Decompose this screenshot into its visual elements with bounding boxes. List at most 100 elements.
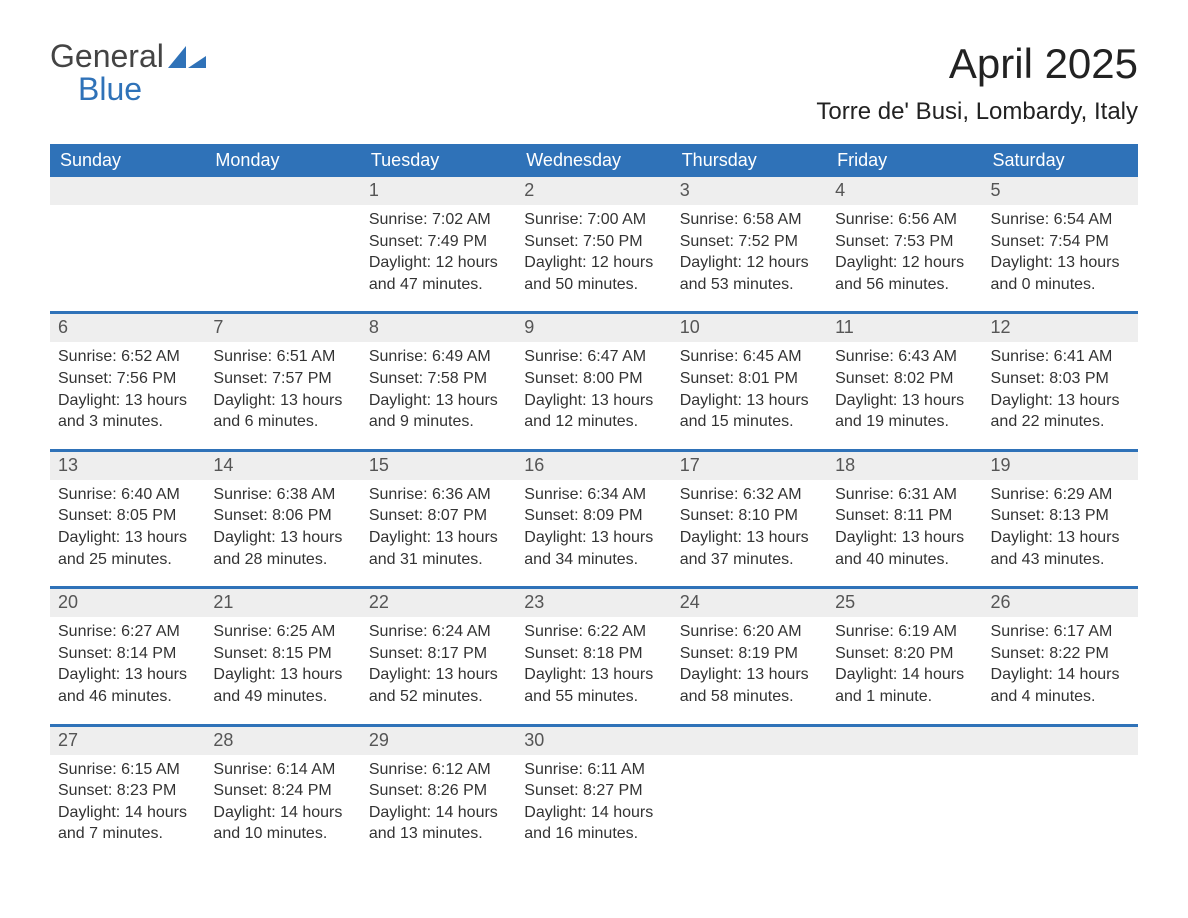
logo: General Blue (50, 40, 208, 105)
sunrise-text: Sunrise: 6:31 AM (835, 484, 974, 506)
sunrise-text: Sunrise: 6:17 AM (991, 621, 1130, 643)
sunrise-text: Sunrise: 6:52 AM (58, 346, 197, 368)
daylight-text: Daylight: 13 hours and 15 minutes. (680, 390, 819, 433)
daylight-text: Daylight: 13 hours and 25 minutes. (58, 527, 197, 570)
sunset-text: Sunset: 7:58 PM (369, 368, 508, 390)
day-number: 30 (516, 727, 671, 755)
day-body: Sunrise: 6:38 AMSunset: 8:06 PMDaylight:… (205, 480, 360, 586)
calendar-day (983, 727, 1138, 861)
calendar-day (205, 177, 360, 311)
sunrise-text: Sunrise: 6:47 AM (524, 346, 663, 368)
day-number: 7 (205, 314, 360, 342)
day-number: 12 (983, 314, 1138, 342)
sunrise-text: Sunrise: 6:19 AM (835, 621, 974, 643)
day-number: 13 (50, 452, 205, 480)
day-number: 16 (516, 452, 671, 480)
day-body: Sunrise: 6:25 AMSunset: 8:15 PMDaylight:… (205, 617, 360, 723)
daylight-text: Daylight: 13 hours and 58 minutes. (680, 664, 819, 707)
sunset-text: Sunset: 8:19 PM (680, 643, 819, 665)
calendar-day: 30Sunrise: 6:11 AMSunset: 8:27 PMDayligh… (516, 727, 671, 861)
sunrise-text: Sunrise: 6:27 AM (58, 621, 197, 643)
sunrise-text: Sunrise: 6:41 AM (991, 346, 1130, 368)
title-block: April 2025 Torre de' Busi, Lombardy, Ita… (816, 40, 1138, 126)
sunset-text: Sunset: 8:27 PM (524, 780, 663, 802)
weekday-header: Wednesday (516, 144, 671, 177)
day-body: Sunrise: 6:56 AMSunset: 7:53 PMDaylight:… (827, 205, 982, 311)
daylight-text: Daylight: 13 hours and 46 minutes. (58, 664, 197, 707)
day-body: Sunrise: 6:15 AMSunset: 8:23 PMDaylight:… (50, 755, 205, 861)
sunset-text: Sunset: 8:18 PM (524, 643, 663, 665)
weekday-header: Saturday (983, 144, 1138, 177)
logo-text-general: General (50, 38, 164, 74)
daylight-text: Daylight: 13 hours and 37 minutes. (680, 527, 819, 570)
calendar-day: 26Sunrise: 6:17 AMSunset: 8:22 PMDayligh… (983, 589, 1138, 723)
day-number: 21 (205, 589, 360, 617)
sunrise-text: Sunrise: 6:56 AM (835, 209, 974, 231)
calendar-day: 3Sunrise: 6:58 AMSunset: 7:52 PMDaylight… (672, 177, 827, 311)
day-number: 24 (672, 589, 827, 617)
day-number: 15 (361, 452, 516, 480)
sunset-text: Sunset: 7:49 PM (369, 231, 508, 253)
calendar-day: 24Sunrise: 6:20 AMSunset: 8:19 PMDayligh… (672, 589, 827, 723)
sunrise-text: Sunrise: 6:29 AM (991, 484, 1130, 506)
day-number: 1 (361, 177, 516, 205)
day-body: Sunrise: 7:00 AMSunset: 7:50 PMDaylight:… (516, 205, 671, 311)
calendar-day: 21Sunrise: 6:25 AMSunset: 8:15 PMDayligh… (205, 589, 360, 723)
calendar-day: 17Sunrise: 6:32 AMSunset: 8:10 PMDayligh… (672, 452, 827, 586)
sunrise-text: Sunrise: 6:49 AM (369, 346, 508, 368)
sunset-text: Sunset: 8:17 PM (369, 643, 508, 665)
day-number: 29 (361, 727, 516, 755)
calendar-day: 13 Sunrise: 6:40 AMSunset: 8:05 PMDayligh… (50, 452, 205, 586)
daylight-text: Daylight: 13 hours and 28 minutes. (213, 527, 352, 570)
day-number: 4 (827, 177, 982, 205)
day-body: Sunrise: 6:34 AMSunset: 8:09 PMDaylight:… (516, 480, 671, 586)
calendar-day: 8Sunrise: 6:49 AMSunset: 7:58 PMDaylight… (361, 314, 516, 448)
calendar-day (50, 177, 205, 311)
sunrise-text: Sunrise: 6:36 AM (369, 484, 508, 506)
sunset-text: Sunset: 7:54 PM (991, 231, 1130, 253)
day-body (827, 755, 982, 775)
daylight-text: Daylight: 14 hours and 7 minutes. (58, 802, 197, 845)
day-body: Sunrise: 6:47 AMSunset: 8:00 PMDaylight:… (516, 342, 671, 448)
daylight-text: Daylight: 14 hours and 13 minutes. (369, 802, 508, 845)
sunset-text: Sunset: 8:22 PM (991, 643, 1130, 665)
daylight-text: Daylight: 14 hours and 1 minute. (835, 664, 974, 707)
sunset-text: Sunset: 8:23 PM (58, 780, 197, 802)
sunset-text: Sunset: 8:03 PM (991, 368, 1130, 390)
calendar: Sunday Monday Tuesday Wednesday Thursday… (50, 144, 1138, 861)
day-number: 20 (50, 589, 205, 617)
sunrise-text: Sunrise: 6:34 AM (524, 484, 663, 506)
day-body: Sunrise: 6:51 AMSunset: 7:57 PMDaylight:… (205, 342, 360, 448)
sunset-text: Sunset: 8:00 PM (524, 368, 663, 390)
sunrise-text: Sunrise: 6:32 AM (680, 484, 819, 506)
day-number: 22 (361, 589, 516, 617)
calendar-day: 11Sunrise: 6:43 AMSunset: 8:02 PMDayligh… (827, 314, 982, 448)
calendar-day: 15 Sunrise: 6:36 AMSunset: 8:07 PMDayligh… (361, 452, 516, 586)
sunrise-text: Sunrise: 6:22 AM (524, 621, 663, 643)
sunrise-text: Sunrise: 6:40 AM (58, 484, 197, 506)
day-number (50, 177, 205, 205)
day-body: Sunrise: 6:19 AMSunset: 8:20 PMDaylight:… (827, 617, 982, 723)
sunrise-text: Sunrise: 6:11 AM (524, 759, 663, 781)
day-body: Sunrise: 6:41 AMSunset: 8:03 PMDaylight:… (983, 342, 1138, 448)
calendar-day: 1Sunrise: 7:02 AMSunset: 7:49 PMDaylight… (361, 177, 516, 311)
sunset-text: Sunset: 7:50 PM (524, 231, 663, 253)
day-body (672, 755, 827, 775)
sunset-text: Sunset: 7:52 PM (680, 231, 819, 253)
daylight-text: Daylight: 13 hours and 52 minutes. (369, 664, 508, 707)
calendar-day: 6Sunrise: 6:52 AMSunset: 7:56 PMDaylight… (50, 314, 205, 448)
calendar-day: 22Sunrise: 6:24 AMSunset: 8:17 PMDayligh… (361, 589, 516, 723)
day-body: Sunrise: 6:54 AMSunset: 7:54 PMDaylight:… (983, 205, 1138, 311)
sunset-text: Sunset: 8:07 PM (369, 505, 508, 527)
daylight-text: Daylight: 13 hours and 31 minutes. (369, 527, 508, 570)
daylight-text: Daylight: 13 hours and 22 minutes. (991, 390, 1130, 433)
day-body: Sunrise: 6:14 AMSunset: 8:24 PMDaylight:… (205, 755, 360, 861)
calendar-week: 6Sunrise: 6:52 AMSunset: 7:56 PMDaylight… (50, 311, 1138, 448)
daylight-text: Daylight: 13 hours and 43 minutes. (991, 527, 1130, 570)
sunset-text: Sunset: 8:05 PM (58, 505, 197, 527)
sunset-text: Sunset: 8:14 PM (58, 643, 197, 665)
sunset-text: Sunset: 8:01 PM (680, 368, 819, 390)
day-body: Sunrise: 6:52 AMSunset: 7:56 PMDaylight:… (50, 342, 205, 448)
calendar-day: 23Sunrise: 6:22 AMSunset: 8:18 PMDayligh… (516, 589, 671, 723)
day-body: Sunrise: 6:11 AMSunset: 8:27 PMDaylight:… (516, 755, 671, 861)
